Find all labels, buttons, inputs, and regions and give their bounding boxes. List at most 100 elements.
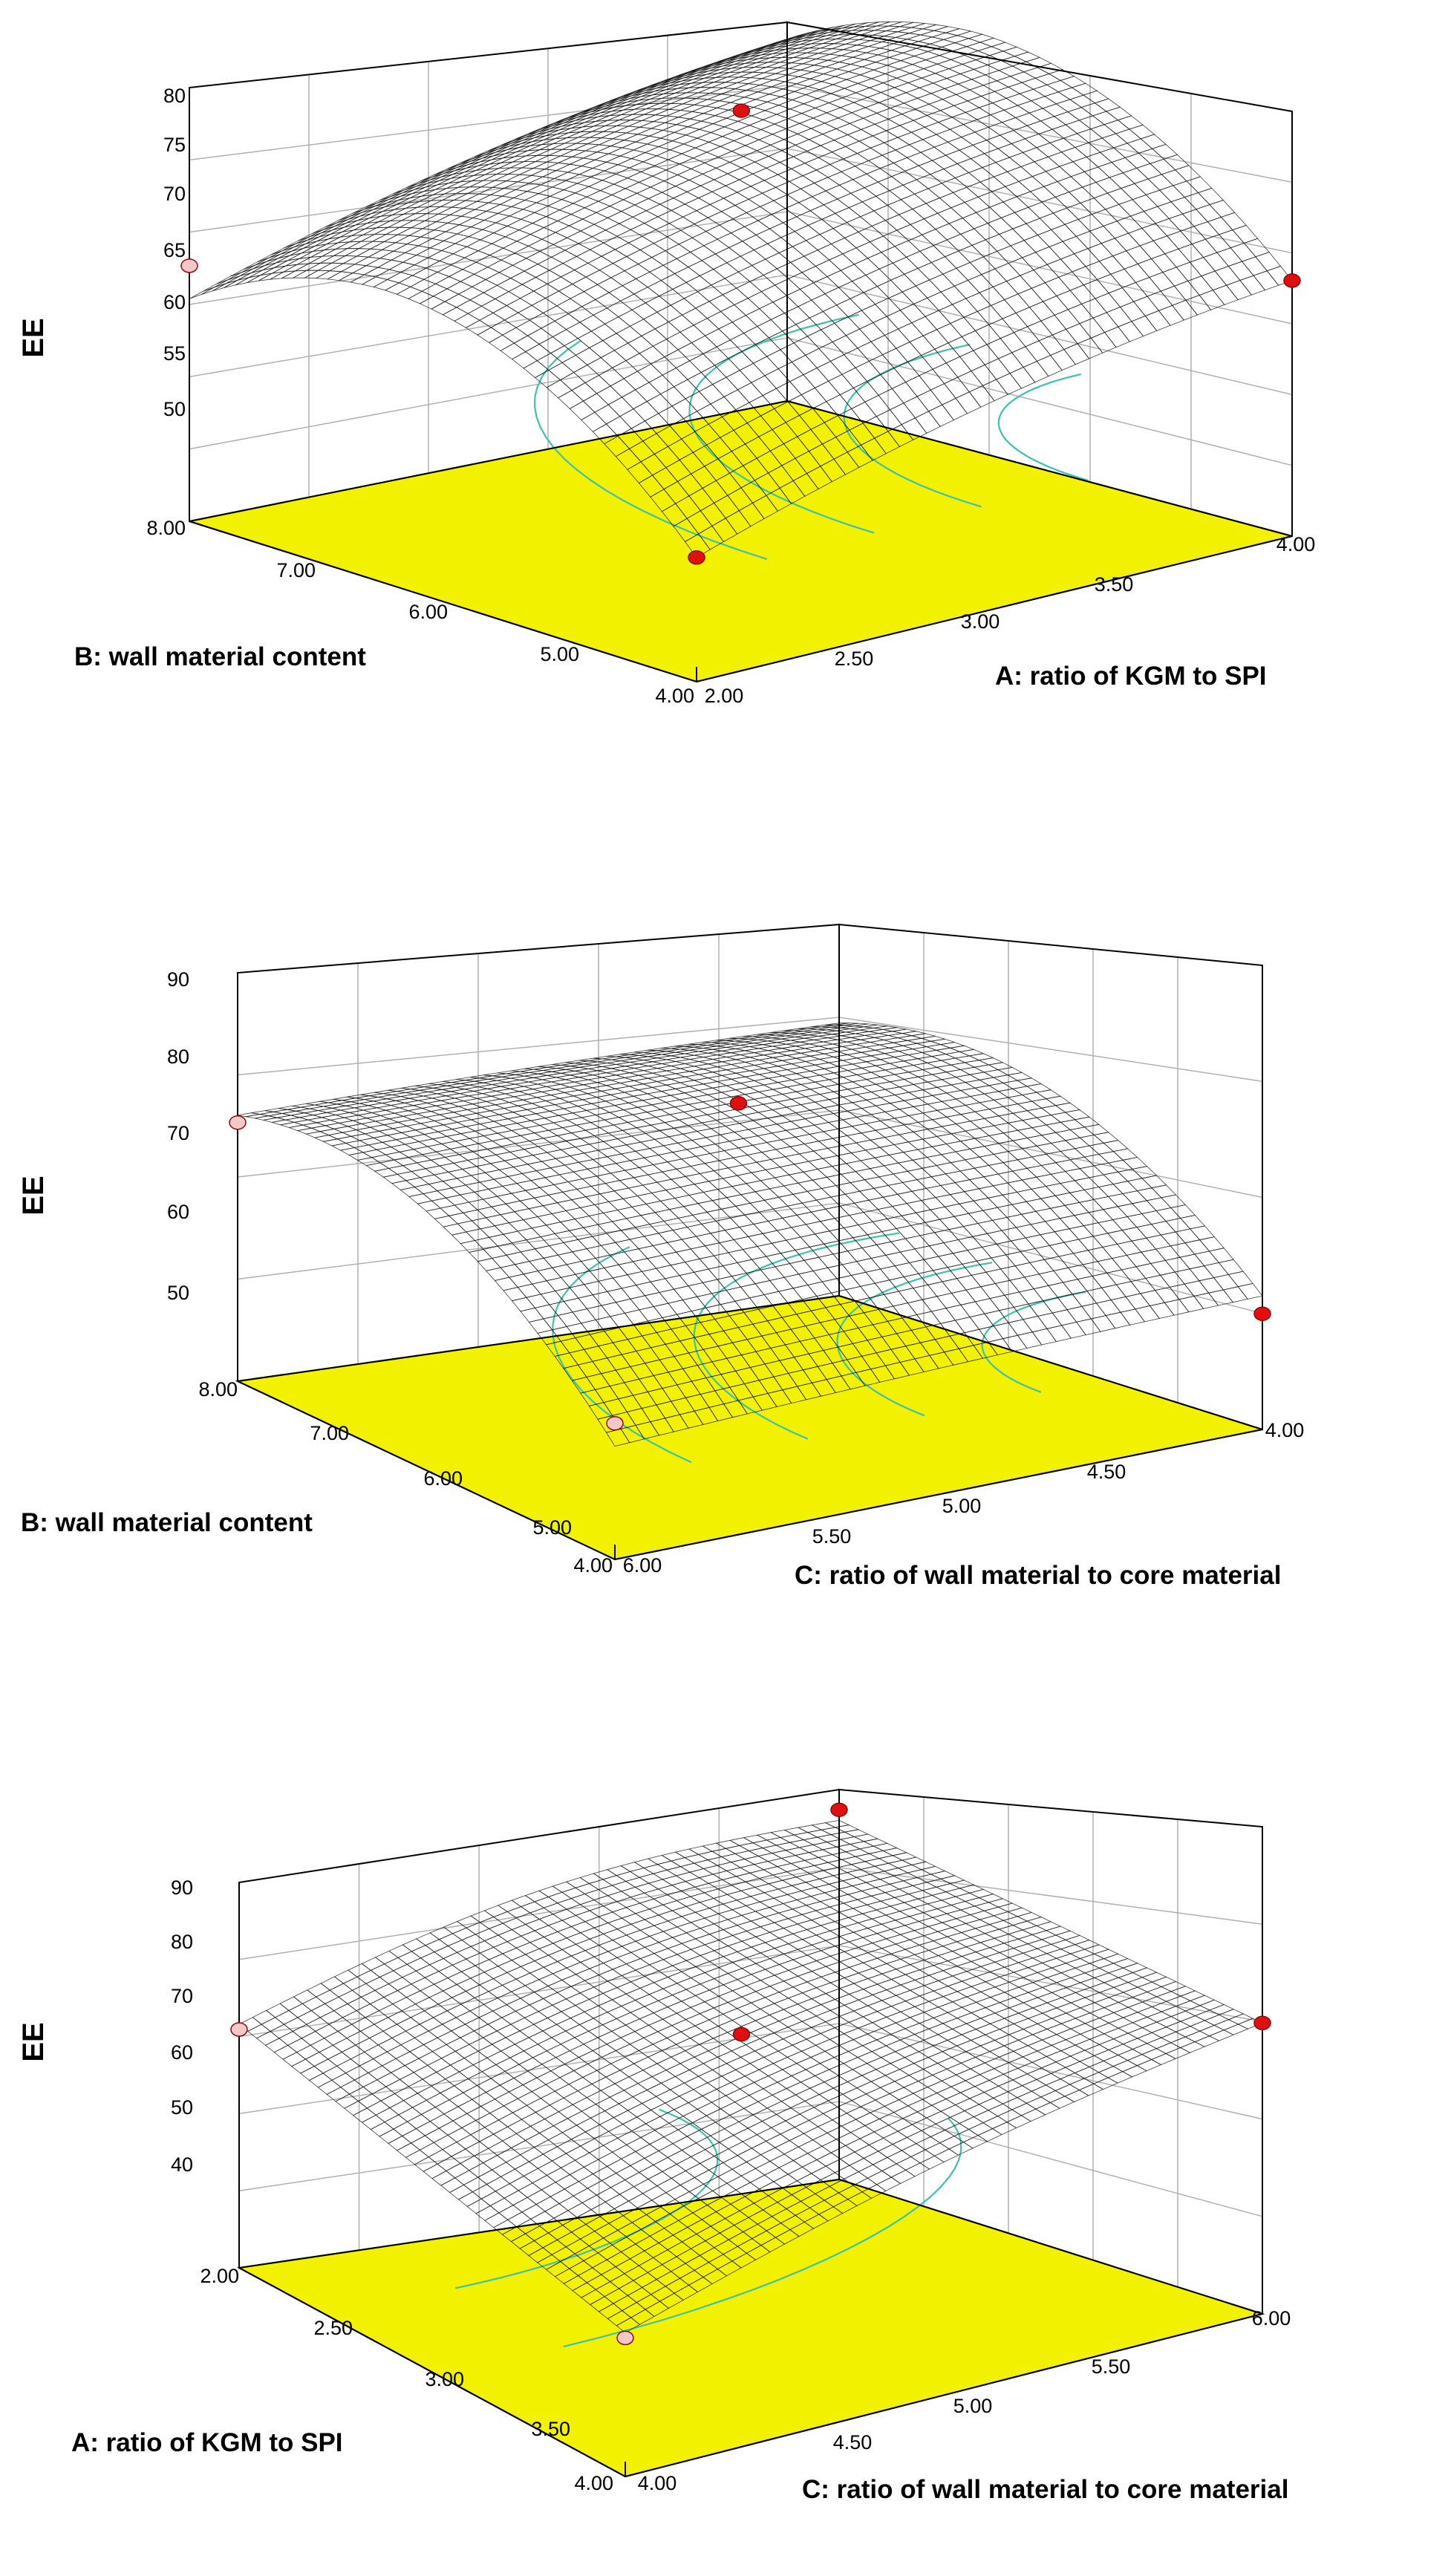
surface-facet [514,1261,539,1275]
surface-facet [871,2045,896,2058]
surface-facet [725,1845,750,1854]
surface-facet [563,1089,589,1097]
surface-facet [1137,2006,1163,2018]
surface-facet [780,1136,806,1147]
z-tick: 60 [167,1201,189,1223]
surface-facet [625,1215,650,1228]
surface-facet [705,146,733,157]
surface-facet [399,1149,423,1158]
surface-facet [294,1119,317,1126]
surface-facet [1060,1944,1086,1954]
surface-facet [494,1276,519,1291]
surface-facet [720,304,747,323]
surface-facet [965,2074,990,2087]
surface-facet [358,1112,381,1119]
surface-facet [532,1152,557,1162]
surface-facet [531,1280,556,1295]
surface-facet [741,1936,766,1948]
surface-facet [437,1187,461,1199]
surface-facet [647,280,674,297]
surface-facet [927,1126,952,1137]
surface-facet [1032,2002,1057,2014]
surface-facet [965,107,991,120]
surface-facet [927,1922,953,1932]
surface-facet [437,176,463,186]
surface-facet [550,1092,575,1099]
surface-facet [940,2104,965,2118]
surface-facet [930,1871,956,1879]
surface-facet [616,120,642,127]
surface-facet [382,234,411,244]
surface-facet [608,1109,634,1118]
surface-facet [921,1165,947,1178]
surface-facet [409,278,437,292]
surface-facet [766,96,794,106]
surface-facet [726,1067,751,1074]
surface-facet [616,1206,642,1219]
surface-facet [674,1195,699,1207]
surface-facet [1170,2036,1196,2048]
surface-facet [837,1126,862,1136]
surface-facet [535,1095,561,1101]
response-surface-mesh [237,1023,1263,1447]
surface-facet [808,134,835,146]
surface-facet [747,1233,773,1247]
surface-facet [560,1219,584,1231]
surface-facet [959,228,987,246]
surface-facet [956,1937,982,1948]
surface-facet [769,2009,794,2022]
surface-facet [665,1099,690,1108]
design-point-marker [688,550,705,565]
surface-facet [1122,1986,1148,1998]
surface-facet [575,249,602,264]
surface-facet [575,1883,599,1894]
surface-facet [260,265,286,275]
surface-facet [532,283,560,299]
surface-facet [878,1144,904,1155]
surface-facet [781,52,807,58]
surface-facet [855,1874,881,1883]
surface-facet [956,158,983,173]
surface-facet [763,1082,789,1090]
surface-facet [518,223,545,235]
surface-facet [547,155,573,163]
surface-facet [860,1129,886,1141]
surface-facet [547,1127,573,1136]
surface-facet [796,1055,820,1062]
surface-facet [945,74,973,85]
surface-facet [959,1049,985,1057]
surface-facet [719,1132,745,1142]
surface-facet [457,286,485,301]
surface-facet [1093,1949,1119,1960]
surface-facet [508,1274,533,1288]
surface-facet [927,1079,953,1088]
surface-facet [645,1109,671,1118]
surface-facet [1069,2050,1095,2062]
surface-facet [800,2075,825,2089]
surface-facet [489,1108,515,1115]
surface-facet [524,1187,550,1199]
surface-facet [544,1098,570,1106]
surface-facet [607,211,634,224]
surface-facet [803,98,830,108]
surface-facet [839,1983,864,1995]
surface-facet [1069,1949,1095,1959]
surface-facet [1084,1967,1110,1978]
surface-facet [760,1149,786,1160]
surface-facet [983,1115,1009,1126]
surface-facet [678,1117,703,1126]
surface-facet [871,1914,896,1925]
surface-facet [897,1049,924,1055]
surface-facet [602,1210,627,1222]
surface-facet [618,309,645,327]
surface-facet [1079,1953,1105,1964]
surface-facet [520,212,547,224]
surface-facet [1064,2090,1089,2102]
surface-facet [718,1157,743,1169]
surface-facet [548,263,575,278]
surface-facet [599,1124,624,1134]
surface-facet [1017,1934,1043,1945]
surface-facet [1050,2067,1076,2080]
surface-facet [865,268,892,287]
surface-facet [695,1233,720,1247]
